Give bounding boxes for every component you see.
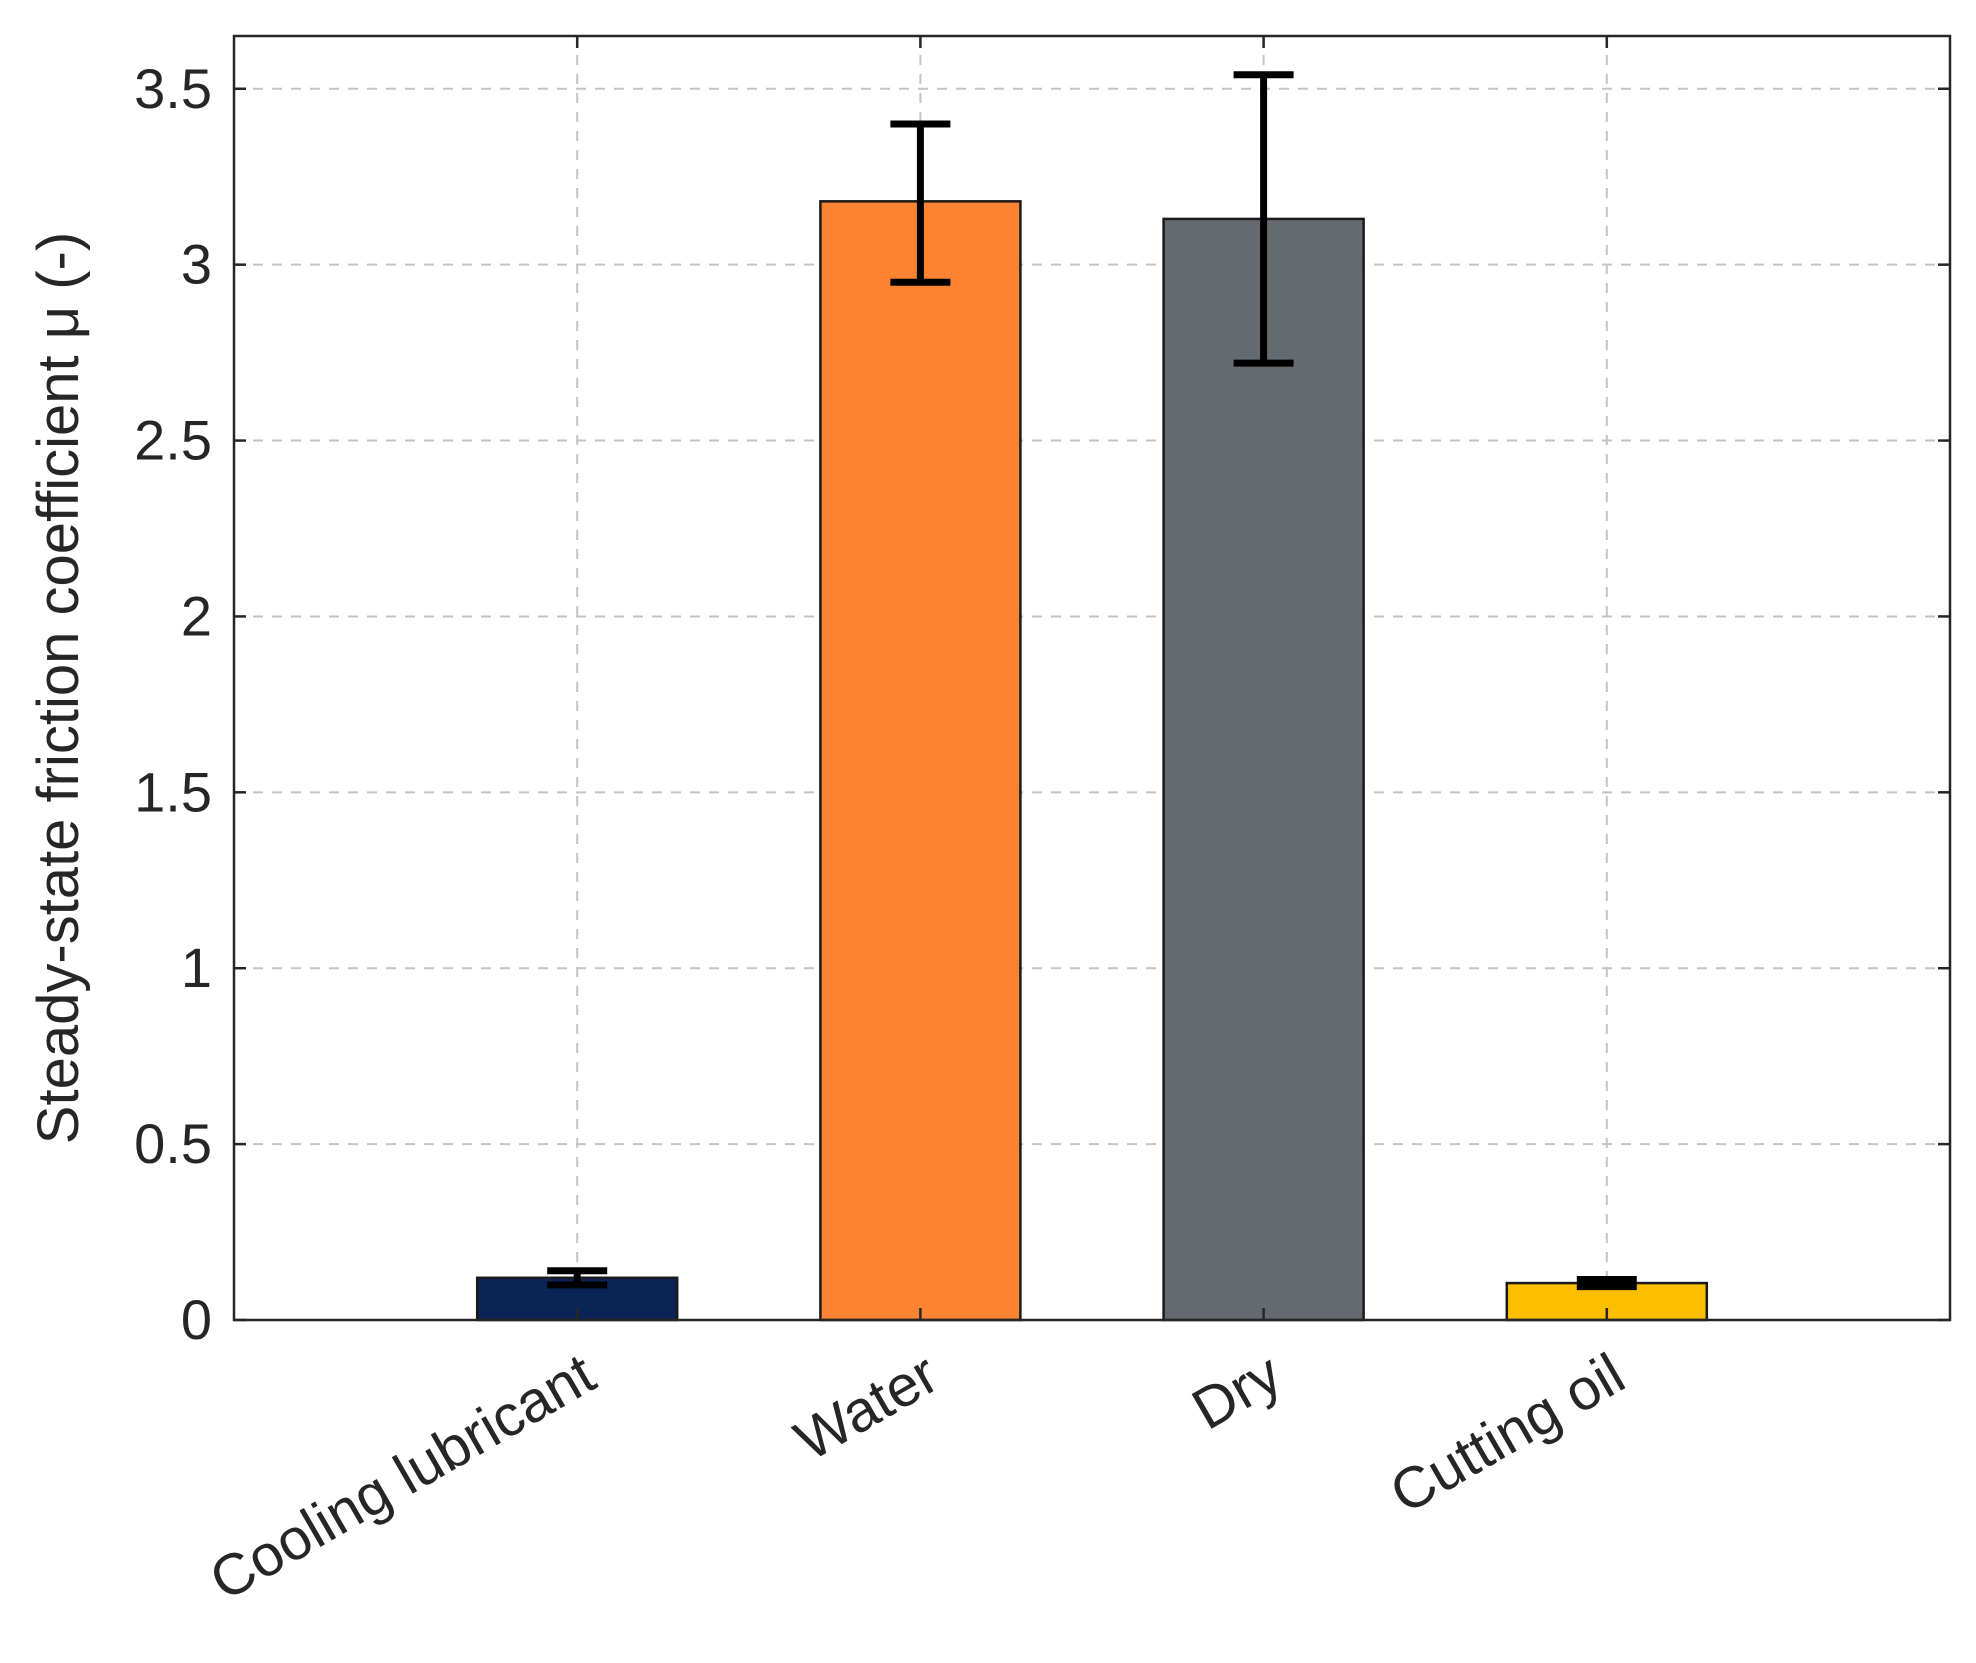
grid-lines xyxy=(234,36,1950,1320)
y-tick-label: 1.5 xyxy=(134,760,212,823)
x-tick-labels: Cooling lubricant Water Dry Cutting oil xyxy=(199,1341,1635,1613)
x-tick-label: Dry xyxy=(1181,1341,1292,1442)
bar xyxy=(819,200,1022,1322)
bars-group xyxy=(475,200,1709,1322)
bar xyxy=(1162,217,1365,1322)
y-tick-label: 1 xyxy=(181,936,212,999)
y-axis-title: Steady-state friction coefficient μ (-) xyxy=(26,232,91,1144)
y-tick-label: 3.5 xyxy=(134,57,212,120)
y-tick-labels: 0 0.5 1 1.5 2 2.5 3 3.5 xyxy=(134,57,212,1351)
x-tick-label: Cutting oil xyxy=(1379,1341,1635,1526)
y-tick-label: 2 xyxy=(181,584,212,647)
error-bars-group xyxy=(547,71,1637,1291)
axis-ticks xyxy=(234,36,1950,1322)
y-tick-label: 3 xyxy=(181,233,212,296)
plot-frame xyxy=(232,34,1952,1322)
y-tick-label: 2.5 xyxy=(134,409,212,472)
x-tick-label: Cooling lubricant xyxy=(199,1341,606,1613)
x-tick-label: Water xyxy=(784,1341,949,1474)
y-tick-label: 0.5 xyxy=(134,1112,212,1175)
y-tick-label: 0 xyxy=(181,1288,212,1351)
